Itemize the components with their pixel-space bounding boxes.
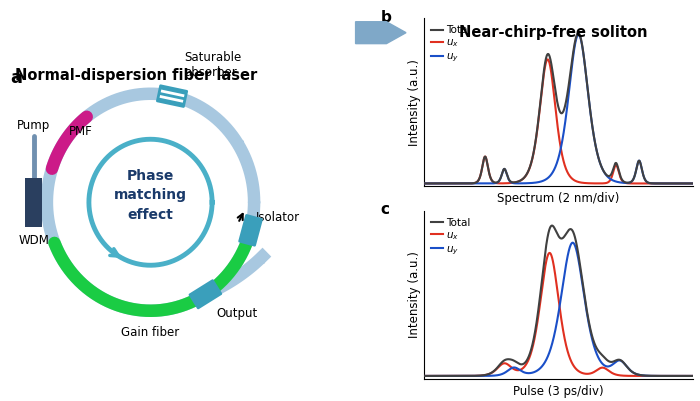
- Text: Normal-dispersion fiber laser: Normal-dispersion fiber laser: [15, 68, 258, 83]
- Text: Output: Output: [216, 307, 257, 320]
- FancyBboxPatch shape: [25, 178, 42, 227]
- Text: a: a: [10, 69, 22, 87]
- Y-axis label: Intensity (a.u.): Intensity (a.u.): [407, 59, 421, 146]
- Text: c: c: [380, 202, 389, 217]
- Text: WDM: WDM: [18, 234, 49, 247]
- Text: b: b: [380, 10, 391, 24]
- Text: Gain fiber: Gain fiber: [121, 326, 180, 339]
- Text: Saturable
absorber: Saturable absorber: [185, 51, 242, 79]
- Text: Phase
matching
effect: Phase matching effect: [114, 169, 187, 222]
- Text: PMF: PMF: [69, 125, 93, 138]
- X-axis label: Spectrum (2 nm/div): Spectrum (2 nm/div): [497, 192, 620, 205]
- Y-axis label: Intensity (a.u.): Intensity (a.u.): [407, 251, 421, 338]
- FancyBboxPatch shape: [188, 279, 222, 309]
- Text: Near-chirp-free soliton: Near-chirp-free soliton: [458, 25, 648, 40]
- Legend: Total, $u_x$, $u_y$: Total, $u_x$, $u_y$: [428, 23, 473, 66]
- FancyArrow shape: [356, 22, 406, 44]
- X-axis label: Pulse (3 ps/div): Pulse (3 ps/div): [513, 385, 603, 397]
- Text: Isolator: Isolator: [256, 211, 300, 224]
- FancyBboxPatch shape: [238, 214, 263, 247]
- Legend: Total, $u_x$, $u_y$: Total, $u_x$, $u_y$: [428, 216, 473, 259]
- Text: Pump: Pump: [17, 119, 50, 132]
- FancyBboxPatch shape: [156, 84, 188, 108]
